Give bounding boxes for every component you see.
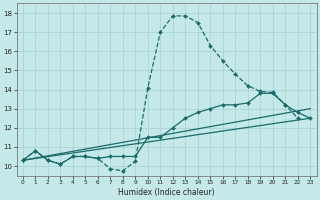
X-axis label: Humidex (Indice chaleur): Humidex (Indice chaleur) <box>118 188 215 197</box>
